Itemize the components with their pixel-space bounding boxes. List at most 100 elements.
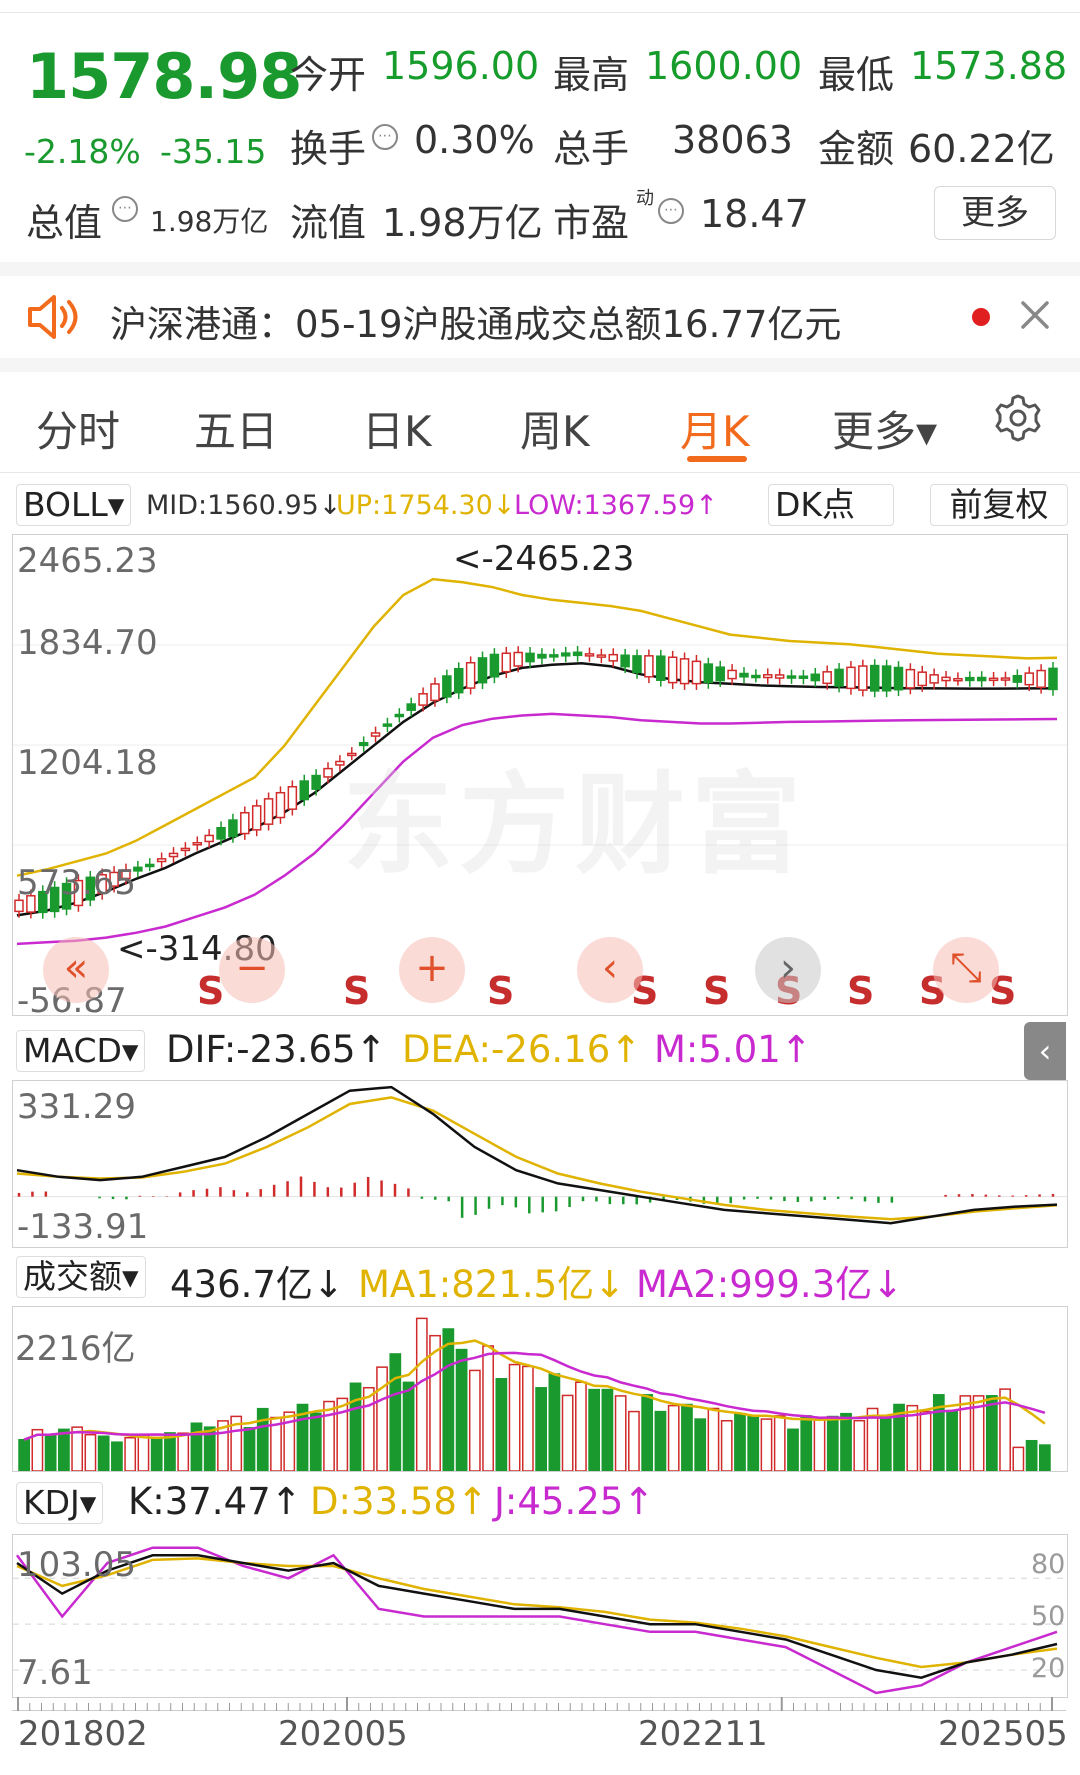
amount-bar <box>535 1387 548 1471</box>
zoom-in-icon[interactable]: + <box>399 937 465 1003</box>
amount-bar <box>402 1381 415 1471</box>
turnover-info-icon[interactable]: ⋯ <box>372 118 398 150</box>
tab-weekly-k[interactable]: 周K <box>520 407 590 456</box>
candle-body <box>929 674 939 684</box>
more-quote-button[interactable]: 更多 <box>934 186 1056 240</box>
candle-body <box>477 657 488 684</box>
amount-bar <box>150 1437 163 1471</box>
amount-bar <box>548 1373 561 1471</box>
mktcap-info-icon[interactable]: ⋯ <box>112 190 138 222</box>
amount-bar <box>58 1428 70 1471</box>
amount-bar <box>760 1418 773 1471</box>
candle-body <box>73 879 84 907</box>
boll-low: LOW:1367.59↑ <box>514 490 718 521</box>
amount-bar <box>707 1407 720 1471</box>
amount-bar <box>561 1394 574 1471</box>
amount-bar <box>124 1436 137 1471</box>
x-axis-label: 202005 <box>278 1714 408 1754</box>
tab-five-day[interactable]: 五日 <box>194 407 279 456</box>
indicator-select-macd[interactable]: MACD▾ <box>16 1030 146 1072</box>
scroll-left-icon[interactable]: ‹ <box>577 937 643 1003</box>
candle-body <box>608 653 619 662</box>
amount-bar <box>641 1394 654 1471</box>
candle-body <box>560 652 571 657</box>
candle-body <box>323 767 333 778</box>
pe-label: 市盈 <box>553 201 630 245</box>
candle-body <box>26 895 36 913</box>
candle-body <box>61 882 72 910</box>
amount-bar <box>972 1395 985 1471</box>
settings-gear-icon[interactable] <box>992 392 1044 444</box>
candle-body <box>251 805 262 831</box>
candle-body <box>406 703 416 711</box>
candle-body <box>691 660 702 685</box>
candle-body <box>965 676 975 682</box>
amount-bar <box>217 1420 229 1471</box>
amount-bar <box>455 1348 468 1471</box>
scroll-right-icon[interactable]: › <box>755 937 821 1003</box>
candle-body <box>287 785 298 810</box>
amount-bar <box>376 1366 388 1471</box>
tab-more[interactable]: 更多▾ <box>832 407 938 456</box>
amount-bar <box>840 1412 852 1471</box>
amount-bar <box>336 1397 349 1471</box>
candle-body <box>156 858 167 863</box>
dk-point-toggle[interactable]: DK点 <box>768 484 894 526</box>
macd-panel[interactable]: 331.29 -133.91 <box>12 1080 1068 1248</box>
pe-info-icon[interactable]: ⋯ <box>658 192 684 224</box>
candle-body <box>620 654 630 668</box>
sell-signal: S <box>847 969 875 1013</box>
amount-bar <box>203 1426 216 1471</box>
indicator-select-boll[interactable]: BOLL▾ <box>16 484 132 526</box>
candle-body <box>430 683 440 702</box>
amount-bar <box>442 1328 455 1471</box>
amount-label: 金额 <box>818 127 895 171</box>
amount-bar <box>747 1415 760 1471</box>
tab-daily-k[interactable]: 日K <box>362 407 432 456</box>
high-label: 最高 <box>553 53 630 97</box>
amount-bar <box>243 1427 256 1471</box>
macd-ytick: -133.91 <box>17 1207 149 1247</box>
kdj-panel[interactable]: 103.05 7.61 80 50 20 <box>12 1534 1068 1698</box>
amount-bar <box>773 1415 786 1471</box>
change-amount: -35.15 <box>160 132 267 171</box>
tab-intraday[interactable]: 分时 <box>36 407 121 456</box>
candle-body <box>299 780 309 801</box>
amount-bar <box>362 1386 375 1471</box>
boll-ytick: 1204.18 <box>17 743 158 783</box>
float-value: 1.98万亿 <box>382 201 543 245</box>
close-icon[interactable] <box>1018 298 1052 332</box>
amount-panel[interactable]: 2216亿 <box>12 1306 1068 1472</box>
scroll-left-fast-icon[interactable]: « <box>43 937 109 1003</box>
amount-bar <box>999 1388 1011 1471</box>
amount-current: 436.7亿↓ <box>170 1263 344 1306</box>
zoom-out-icon[interactable]: − <box>219 937 285 1003</box>
low-label: 最低 <box>818 53 895 97</box>
amount-bar <box>681 1403 693 1471</box>
candle-body <box>465 661 476 689</box>
candle-body <box>953 677 963 682</box>
indicator-select-amount[interactable]: 成交额▾ <box>16 1256 146 1298</box>
candle-body <box>810 673 821 682</box>
fullscreen-icon[interactable]: ⤡ <box>933 937 999 1003</box>
candle-body <box>715 666 725 682</box>
candle-body <box>49 886 60 913</box>
amount-bar <box>389 1353 402 1471</box>
boll-lower-line <box>16 712 1058 946</box>
candle-body <box>549 654 559 658</box>
amount-bar <box>985 1395 998 1471</box>
indicator-select-kdj[interactable]: KDJ▾ <box>16 1482 104 1524</box>
amount-bar <box>97 1435 110 1471</box>
candle-body <box>537 653 547 659</box>
collapse-panel-icon[interactable]: ‹ <box>1024 1022 1066 1080</box>
change-percent: -2.18% <box>24 132 141 171</box>
boll-ytick: 2465.23 <box>17 541 158 581</box>
candle-body <box>144 863 155 868</box>
candle-body <box>774 674 785 679</box>
candlestick-panel[interactable]: 东方财富 2465.23 1834.70 1204.18 573.65 -56.… <box>12 534 1068 1021</box>
notice-text[interactable]: 沪深港通：05-19沪股通成交总额16.77亿元 <box>110 303 842 346</box>
tab-monthly-k[interactable]: 月K <box>680 407 750 456</box>
adjust-select[interactable]: 前复权 <box>930 484 1068 526</box>
watermark: 东方财富 <box>343 761 807 889</box>
volume-label: 总手 <box>553 127 630 171</box>
